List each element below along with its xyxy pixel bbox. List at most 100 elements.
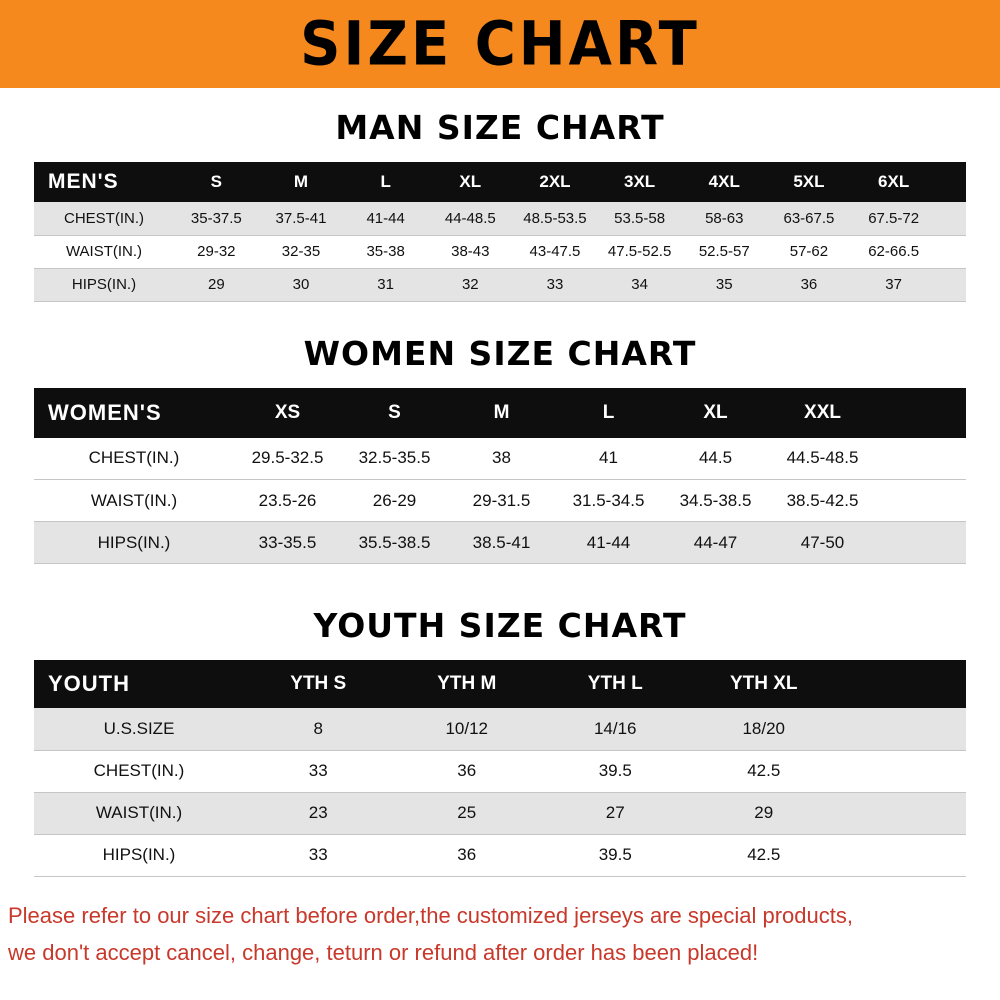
value-cell: 52.5-57 <box>698 243 750 260</box>
table-title-cell: YOUTH <box>34 660 244 708</box>
filler-cell <box>936 235 966 268</box>
value-cell: 31 <box>377 276 394 293</box>
value-cell: 33 <box>308 845 328 864</box>
value-cell: 41-44 <box>586 532 631 552</box>
value-cell: 41 <box>599 448 618 468</box>
section-youth: YOUTH SIZE CHART YOUTH YTH S YTH M YTH L YTH… <box>0 606 1000 877</box>
filler-cell <box>876 387 966 438</box>
measure-label-cell: CHEST(IN.) <box>93 761 185 780</box>
value-cell: 32.5-35.5 <box>358 448 431 468</box>
size-header-cell: XS <box>234 387 341 438</box>
value-cell: 10/12 <box>445 718 489 738</box>
value-cell: 18/20 <box>742 718 786 738</box>
men-size-table: MEN'S S M L XL 2XL 3XL 4XL 5XL 6XL CHEST(IN.) 35-37… <box>34 162 966 302</box>
measure-label-cell: WAIST(IN.) <box>95 803 183 822</box>
filler-cell <box>876 480 966 522</box>
measure-label-cell: WAIST(IN.) <box>90 490 178 510</box>
value-cell: 58-63 <box>705 209 744 227</box>
value-cell: 29-32 <box>197 243 236 260</box>
table-row: WAIST(IN.) 23 25 27 29 <box>34 792 966 834</box>
size-header-cell: L <box>555 387 662 438</box>
filler-cell <box>838 708 966 750</box>
value-cell: 37 <box>885 276 902 293</box>
value-cell: 23 <box>308 803 328 822</box>
page-title: SIZE CHART <box>300 8 700 80</box>
size-header-cell: 2XL <box>512 162 598 202</box>
footer-notice: Please refer to our size chart before or… <box>8 897 1000 971</box>
size-header-cell: YTH XL <box>689 660 838 708</box>
value-cell: 29 <box>754 803 774 822</box>
size-header-cell: XL <box>427 162 513 202</box>
value-cell: 36 <box>800 276 818 293</box>
size-header-cell: YTH L <box>541 660 690 708</box>
value-cell: 44-48.5 <box>444 209 496 227</box>
table-row: CHEST(IN.) 29.5-32.5 32.5-35.5 38 41 44.5 44.5… <box>34 438 966 480</box>
value-cell: 27 <box>605 803 625 822</box>
value-cell: 39.5 <box>598 845 632 864</box>
value-cell: 34 <box>631 276 648 293</box>
filler-cell <box>838 792 966 834</box>
notice-line-1: Please refer to our size chart before or… <box>8 902 853 928</box>
value-cell: 29-31.5 <box>472 490 531 510</box>
table-row: HIPS(IN.) 29 30 31 32 33 34 35 36 37 <box>34 268 966 301</box>
value-cell: 26-29 <box>372 490 417 510</box>
youth-size-table: YOUTH YTH S YTH M YTH L YTH XL U.S.SIZE 8 10/12… <box>34 660 966 877</box>
size-header-cell: 4XL <box>681 162 767 202</box>
value-cell: 32 <box>461 276 479 293</box>
value-cell: 44-47 <box>693 532 738 552</box>
table-row: HIPS(IN.) 33-35.5 35.5-38.5 38.5-41 41-44 44-… <box>34 521 966 564</box>
filler-cell <box>936 202 966 235</box>
measure-label-cell: HIPS(IN.) <box>97 532 171 552</box>
value-cell: 33-35.5 <box>258 532 317 552</box>
notice-line-2: we don't accept cancel, change, teturn o… <box>8 939 759 965</box>
value-cell: 43-47.5 <box>529 243 581 260</box>
value-cell: 38.5-41 <box>472 532 531 552</box>
value-cell: 36 <box>457 761 477 780</box>
table-header-row: WOMEN'S XS S M L XL XXL <box>34 387 966 438</box>
measure-label-cell: HIPS(IN.) <box>102 845 176 864</box>
table-row: U.S.SIZE 8 10/12 14/16 18/20 <box>34 708 966 750</box>
size-header-cell: L <box>343 162 428 202</box>
value-cell: 38.5-42.5 <box>786 490 859 510</box>
value-cell: 35-38 <box>366 243 405 260</box>
value-cell: 29.5-32.5 <box>251 448 324 468</box>
value-cell: 14/16 <box>593 718 637 738</box>
value-cell: 62-66.5 <box>868 243 920 260</box>
table-title-cell: MEN'S <box>34 162 174 202</box>
value-cell: 48.5-53.5 <box>523 209 587 227</box>
size-header-cell: M <box>448 387 555 438</box>
value-cell: 44.5 <box>698 448 733 468</box>
filler-cell <box>876 522 966 564</box>
value-cell: 23.5-26 <box>258 490 317 510</box>
measure-label-cell: U.S.SIZE <box>103 718 175 738</box>
table-row: WAIST(IN.) 23.5-26 26-29 29-31.5 31.5-34.5 34… <box>34 479 966 522</box>
women-section-heading: WOMEN SIZE CHART <box>303 333 697 373</box>
size-header-cell: YTH S <box>244 660 393 708</box>
value-cell: 37.5-41 <box>275 209 327 227</box>
value-cell: 36 <box>457 845 477 864</box>
banner: SIZE CHART <box>0 0 1000 88</box>
size-header-cell: S <box>341 387 448 438</box>
size-header-cell: M <box>258 162 344 202</box>
table-header-row: MEN'S S M L XL 2XL 3XL 4XL 5XL 6XL <box>34 162 966 202</box>
measure-label-cell: HIPS(IN.) <box>71 276 137 293</box>
measure-label-cell: WAIST(IN.) <box>65 243 143 260</box>
value-cell: 32-35 <box>281 243 321 260</box>
value-cell: 42.5 <box>747 845 781 864</box>
value-cell: 53.5-58 <box>614 209 666 227</box>
size-header-cell: XXL <box>769 387 876 438</box>
men-section-heading: MAN SIZE CHART <box>335 108 665 147</box>
value-cell: 39.5 <box>598 761 632 780</box>
value-cell: 47-50 <box>800 532 845 552</box>
value-cell: 47.5-52.5 <box>607 243 672 260</box>
value-cell: 30 <box>292 276 310 293</box>
value-cell: 33 <box>546 276 564 293</box>
value-cell: 44.5-48.5 <box>786 448 859 468</box>
size-header-cell: 5XL <box>766 162 852 202</box>
value-cell: 38 <box>492 448 511 468</box>
filler-cell <box>838 660 966 708</box>
value-cell: 31.5-34.5 <box>572 490 645 510</box>
value-cell: 41-44 <box>366 209 405 227</box>
value-cell: 38-43 <box>451 243 490 260</box>
